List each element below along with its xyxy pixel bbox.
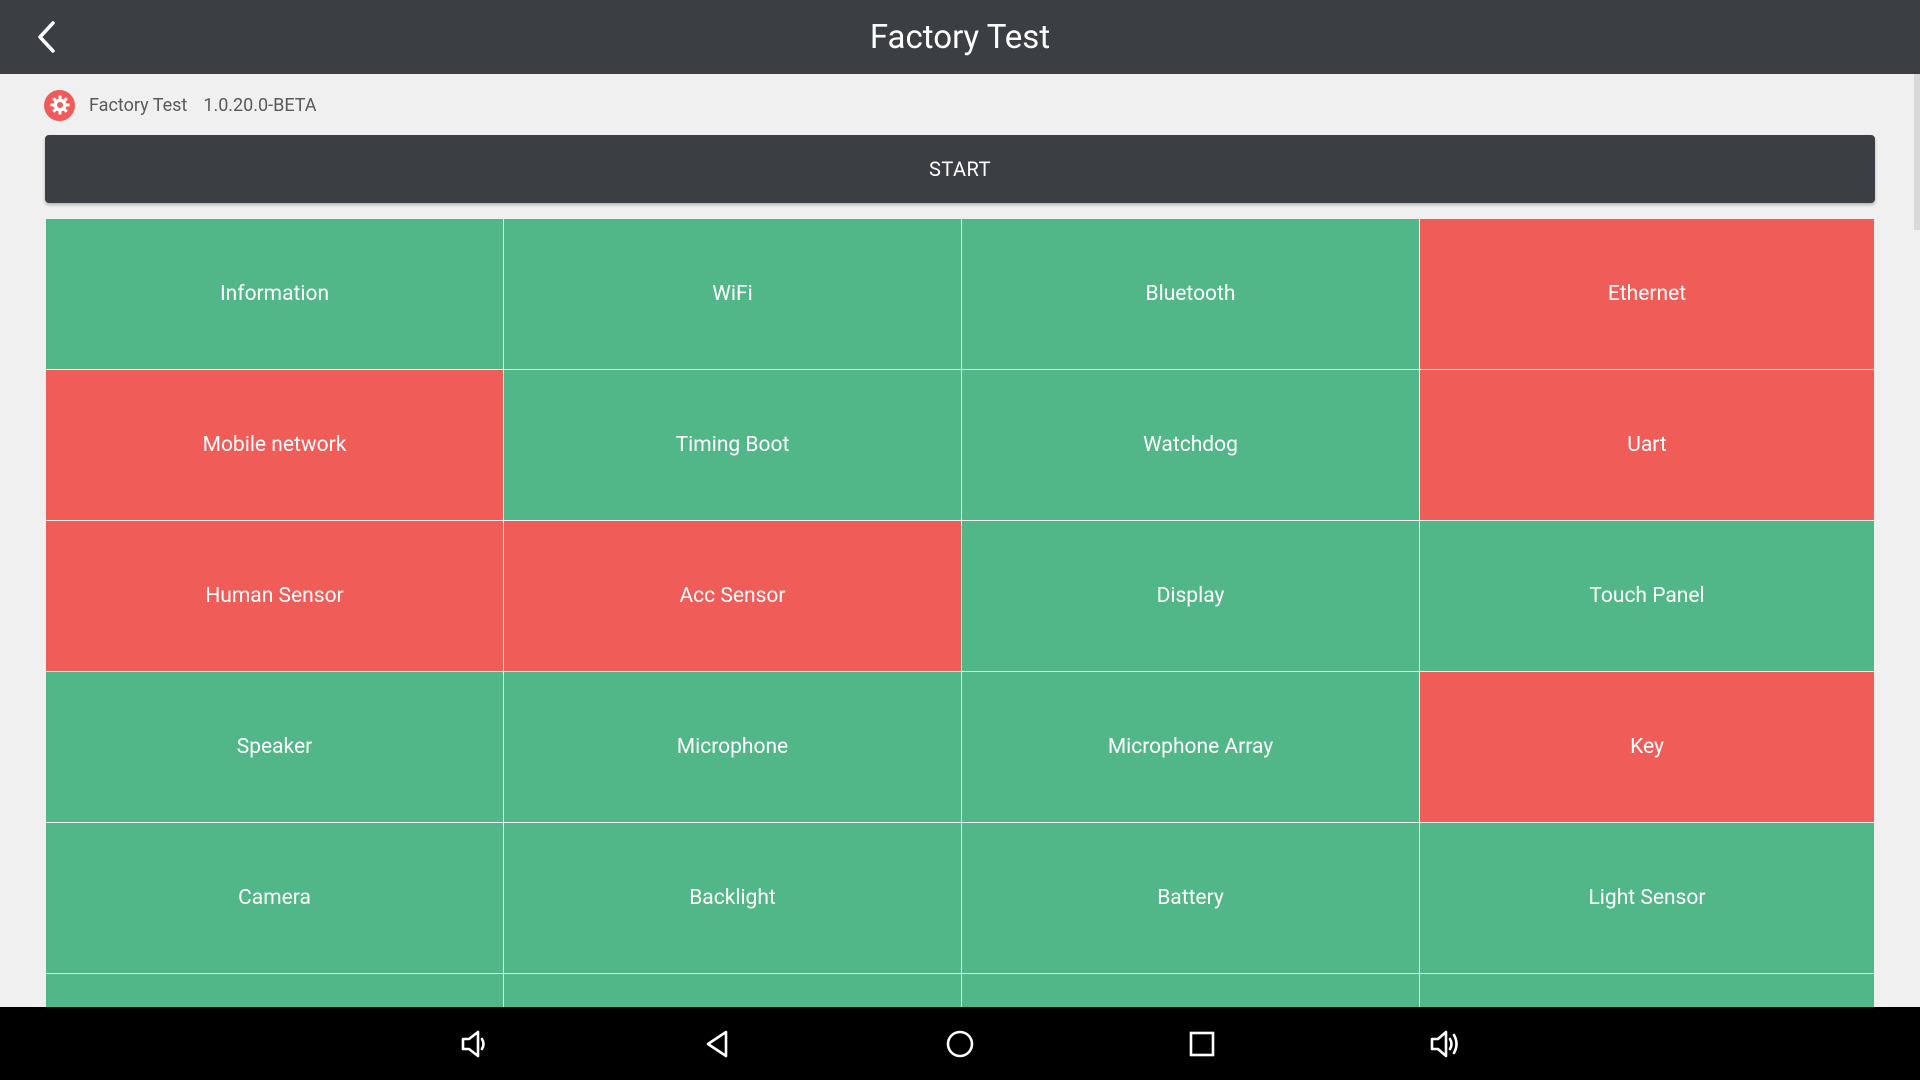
back-button[interactable] [22,13,70,61]
back-arrow-icon [38,21,55,53]
test-tile-label: Backlight [689,886,776,910]
test-tile[interactable]: Battery [962,823,1419,973]
recents-icon[interactable] [1177,1019,1227,1069]
test-tile[interactable]: Speaker [46,672,503,822]
test-tile-label: Microphone [676,735,789,759]
version-label: 1.0.20.0-BETA [203,94,317,116]
home-icon[interactable] [935,1019,985,1069]
test-tile[interactable]: Display [962,521,1419,671]
test-tile-label: Human Sensor [205,584,344,608]
test-tile-label: Acc Sensor [679,584,786,608]
test-tile[interactable]: Timing Boot [504,370,961,520]
test-tile-label: Key [1630,735,1664,759]
test-tile[interactable] [1420,974,1874,1007]
app-name-label: Factory Test [89,94,188,116]
test-grid: Information WiFi Bluetooth Ethernet Mobile n… [46,219,1874,1007]
test-tile[interactable] [46,974,503,1007]
test-tile[interactable]: Mobile network [46,370,503,520]
test-tile-label: Bluetooth [1145,282,1236,306]
test-tile-label: Ethernet [1607,282,1687,306]
volume-up-icon[interactable] [1420,1019,1470,1069]
test-tile[interactable] [504,974,961,1007]
scrollbar[interactable] [1914,74,1920,230]
back-icon[interactable] [692,1019,742,1069]
test-tile[interactable]: Ethernet [1420,219,1874,369]
test-tile[interactable]: Backlight [504,823,961,973]
test-tile[interactable]: Touch Panel [1420,521,1874,671]
test-tile-label: Uart [1627,433,1667,457]
test-tile-label: Camera [238,886,311,910]
test-tile-label: Battery [1157,886,1224,910]
test-tile[interactable]: Light Sensor [1420,823,1874,973]
test-tile[interactable]: Camera [46,823,503,973]
test-tile[interactable]: Microphone Array [962,672,1419,822]
test-tile-label: Display [1156,584,1225,608]
test-tile-label: WiFi [712,282,753,306]
volume-down-icon[interactable] [450,1019,500,1069]
test-tile[interactable]: Human Sensor [46,521,503,671]
test-tile[interactable]: Bluetooth [962,219,1419,369]
test-tile-label: Timing Boot [675,433,790,457]
test-tile-label: Information [219,282,330,306]
test-tile[interactable] [962,974,1419,1007]
test-tile-label: Microphone Array [1107,735,1274,759]
test-tile[interactable]: Key [1420,672,1874,822]
app-bar: Factory Test [0,0,1920,74]
test-tile-label: Mobile network [202,433,347,457]
test-tile[interactable]: Acc Sensor [504,521,961,671]
gear-icon [44,89,75,121]
test-tile[interactable]: WiFi [504,219,961,369]
test-tile-label: Light Sensor [1588,886,1706,910]
test-tile[interactable]: Watchdog [962,370,1419,520]
page-title: Factory Test [869,18,1051,57]
test-tile-label: Touch Panel [1589,584,1705,608]
start-button[interactable]: START [45,135,1875,203]
app-info-line: Factory Test 1.0.20.0-BETA [44,88,317,122]
test-tile[interactable]: Microphone [504,672,961,822]
system-nav-bar [0,1007,1920,1080]
test-tile[interactable]: Uart [1420,370,1874,520]
test-tile[interactable]: Information [46,219,503,369]
test-tile-label: Watchdog [1143,433,1238,457]
test-tile-label: Speaker [236,735,313,759]
